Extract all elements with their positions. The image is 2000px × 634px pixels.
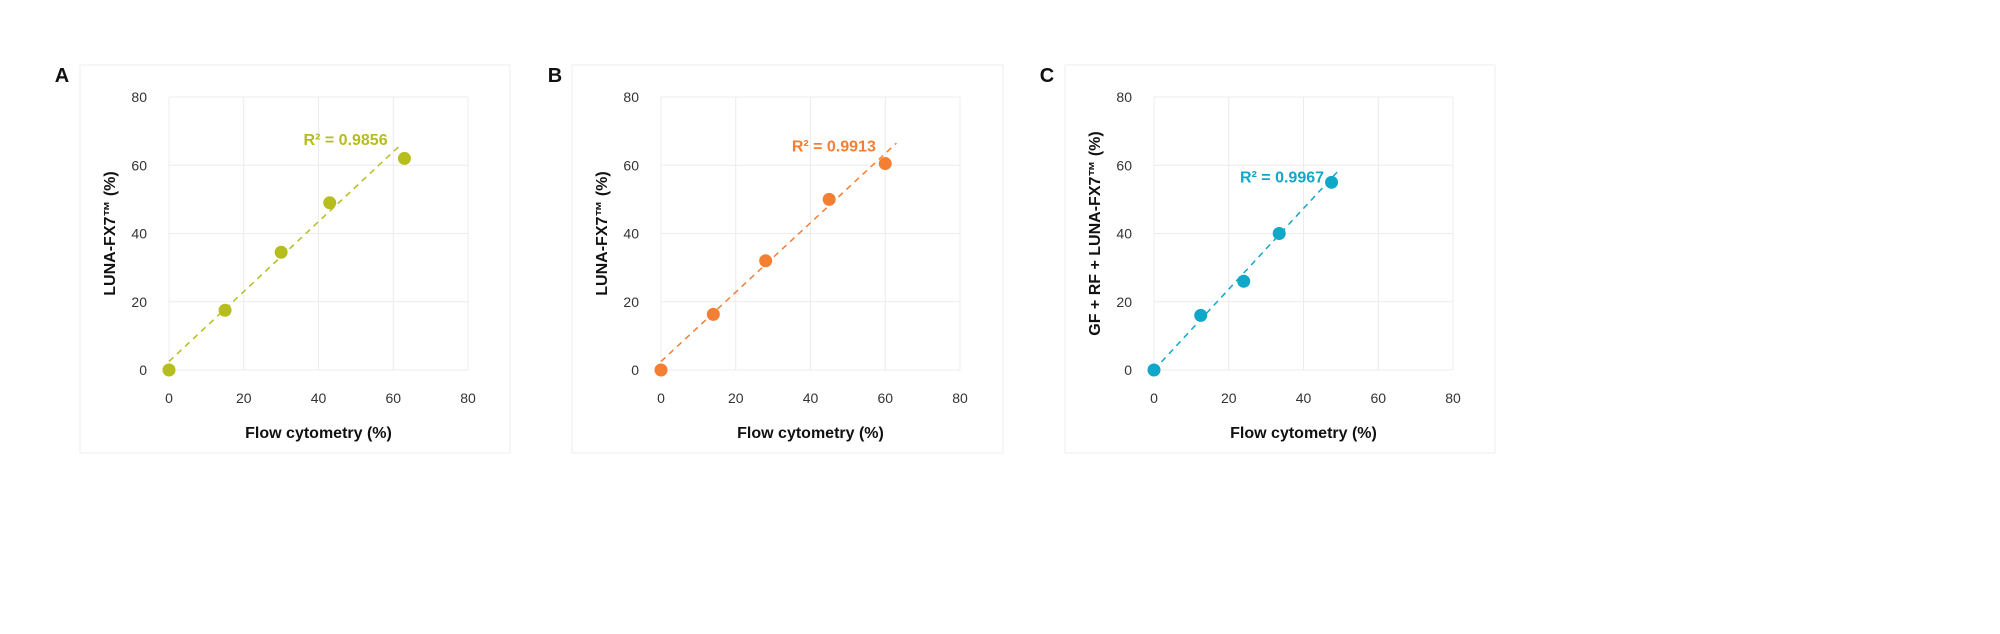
data-point xyxy=(654,363,668,377)
panel-a: A 0 20 40 60 80 0 20 40 60 80 Flow cytometry (%) LUN… xyxy=(55,64,511,454)
r-squared-label: R² = 0.9967 xyxy=(1240,169,1324,186)
r-squared-label: R² = 0.9913 xyxy=(792,139,876,156)
y-tick-label: 40 xyxy=(623,226,639,242)
y-tick-label: 80 xyxy=(131,89,147,105)
panel-border xyxy=(79,64,511,454)
y-tick-label: 0 xyxy=(631,362,639,378)
y-axis-title: GF + RF + LUNA-FX7™ (%) xyxy=(1087,131,1104,335)
data-point xyxy=(1237,274,1251,288)
x-tick-label: 40 xyxy=(1296,390,1312,406)
x-axis-title: Flow cytometry (%) xyxy=(1230,425,1377,442)
x-tick-label: 60 xyxy=(385,390,401,406)
y-axis-title: LUNA-FX7™ (%) xyxy=(102,171,119,295)
x-tick-label: 80 xyxy=(1445,390,1461,406)
x-tick-label: 20 xyxy=(1221,390,1237,406)
y-axis-title: LUNA-FX7™ (%) xyxy=(594,171,611,295)
trendline xyxy=(1153,171,1338,371)
y-tick-label: 60 xyxy=(131,157,147,173)
data-point xyxy=(1194,308,1208,322)
x-axis-title: Flow cytometry (%) xyxy=(245,425,392,442)
x-tick-label: 20 xyxy=(236,390,252,406)
data-point xyxy=(1325,175,1339,189)
y-tick-label: 20 xyxy=(1116,294,1132,310)
data-point xyxy=(706,307,720,321)
data-point xyxy=(1147,363,1161,377)
x-tick-label: 80 xyxy=(952,390,968,406)
data-point xyxy=(759,254,773,268)
x-tick-label: 40 xyxy=(311,390,327,406)
x-tick-label: 60 xyxy=(877,390,893,406)
r-squared-label: R² = 0.9856 xyxy=(304,132,388,149)
trendline xyxy=(660,142,897,363)
x-axis-title: Flow cytometry (%) xyxy=(737,425,884,442)
panel-label: B xyxy=(548,65,562,87)
panel-b: B 0 20 40 60 80 0 20 40 60 80 Flow cytometry (%) LUN… xyxy=(548,64,1004,454)
x-tick-label: 0 xyxy=(165,390,173,406)
y-tick-label: 20 xyxy=(623,294,639,310)
y-tick-label: 80 xyxy=(1116,89,1132,105)
data-point xyxy=(274,245,288,259)
panel-label: C xyxy=(1040,65,1054,87)
data-point xyxy=(323,196,337,210)
panel-border xyxy=(1064,64,1496,454)
y-tick-label: 0 xyxy=(1124,362,1132,378)
y-tick-label: 0 xyxy=(139,362,147,378)
y-tick-label: 20 xyxy=(131,294,147,310)
y-tick-label: 80 xyxy=(623,89,639,105)
panel-label: A xyxy=(55,65,69,87)
data-point xyxy=(162,363,176,377)
panel-border xyxy=(571,64,1004,454)
data-point xyxy=(1272,227,1286,240)
x-tick-label: 60 xyxy=(1370,390,1386,406)
data-point xyxy=(878,157,892,171)
y-tick-label: 60 xyxy=(623,157,639,173)
panel-c: C 0 20 40 60 80 0 20 40 60 80 Flow cytometry (%) GF … xyxy=(1040,64,1496,454)
x-tick-label: 80 xyxy=(460,390,476,406)
x-tick-label: 40 xyxy=(803,390,819,406)
data-point xyxy=(218,303,232,317)
y-tick-label: 60 xyxy=(1116,157,1132,173)
x-tick-label: 0 xyxy=(1150,390,1158,406)
data-point xyxy=(822,192,836,206)
x-tick-label: 0 xyxy=(657,390,665,406)
y-tick-label: 40 xyxy=(131,226,147,242)
data-point xyxy=(397,151,411,165)
x-tick-label: 20 xyxy=(728,390,744,406)
y-tick-label: 40 xyxy=(1116,226,1132,242)
